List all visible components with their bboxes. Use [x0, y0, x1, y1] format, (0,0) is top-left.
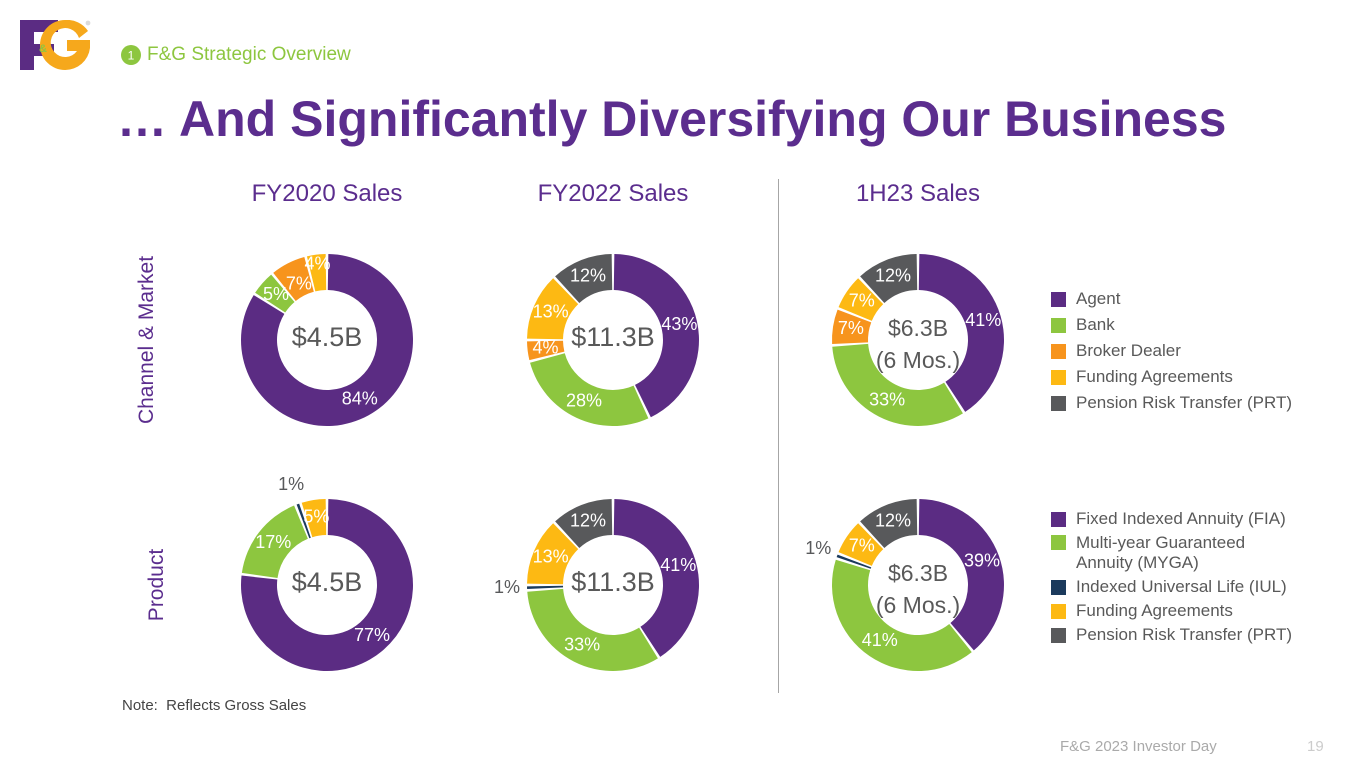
svg-text:28%: 28%: [566, 390, 602, 410]
svg-text:12%: 12%: [875, 266, 911, 286]
svg-text:4%: 4%: [304, 253, 330, 273]
svg-text:33%: 33%: [869, 389, 905, 409]
svg-text:12%: 12%: [570, 511, 606, 531]
svg-text:17%: 17%: [255, 532, 291, 552]
svg-text:5%: 5%: [303, 507, 329, 527]
svg-text:13%: 13%: [533, 302, 569, 322]
svg-text:1%: 1%: [805, 538, 831, 558]
svg-text:41%: 41%: [862, 630, 898, 650]
svg-text:77%: 77%: [354, 625, 390, 645]
svg-text:7%: 7%: [849, 291, 875, 311]
svg-text:12%: 12%: [570, 266, 606, 286]
svg-text:1%: 1%: [278, 474, 304, 494]
svg-text:1%: 1%: [494, 577, 520, 597]
svg-text:33%: 33%: [564, 634, 600, 654]
svg-text:7%: 7%: [286, 274, 312, 294]
svg-text:7%: 7%: [849, 536, 875, 556]
svg-text:12%: 12%: [875, 511, 911, 531]
svg-text:13%: 13%: [533, 547, 569, 567]
svg-text:84%: 84%: [342, 388, 378, 408]
